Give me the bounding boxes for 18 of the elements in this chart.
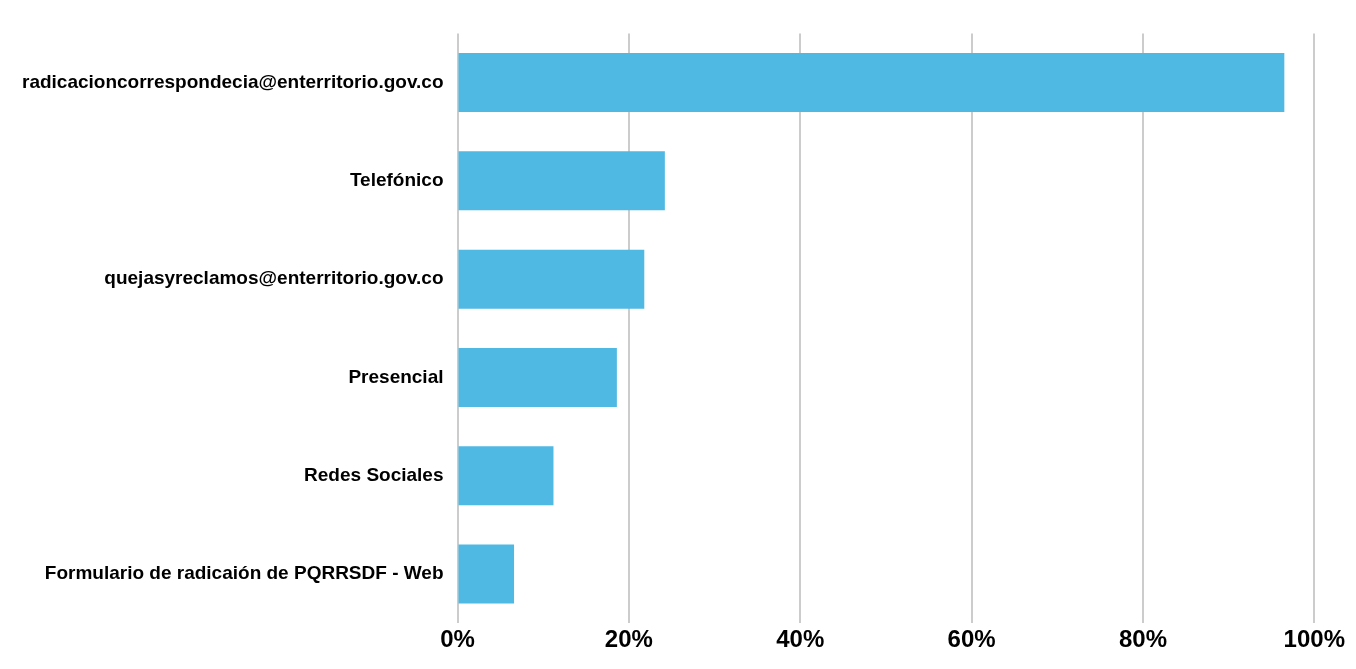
- bar: [458, 249, 645, 309]
- x-tick-label: 0%: [440, 625, 475, 653]
- y-tick-label: radicacioncorrespondecia@enterritorio.gov.co: [21, 70, 444, 92]
- bar: [458, 347, 617, 407]
- y-tick-label: Telefónico: [349, 169, 444, 191]
- bar: [458, 151, 665, 211]
- bar: [458, 53, 1285, 113]
- x-tick-label: 20%: [604, 625, 653, 653]
- bar: [458, 544, 515, 604]
- x-tick-label: 40%: [776, 625, 825, 653]
- x-tick-label: 80%: [1118, 625, 1167, 653]
- x-tick-label: 60%: [947, 625, 996, 653]
- y-tick-label: Redes Sociales: [304, 463, 444, 485]
- x-tick-label: 100%: [1283, 625, 1345, 653]
- y-tick-label: quejasyreclamos@enterritorio.gov.co: [104, 267, 444, 289]
- y-tick-label: Formulario de radicaión de PQRRSDF - Web: [44, 562, 444, 584]
- y-tick-label: Presencial: [348, 365, 444, 387]
- bar: [458, 446, 554, 506]
